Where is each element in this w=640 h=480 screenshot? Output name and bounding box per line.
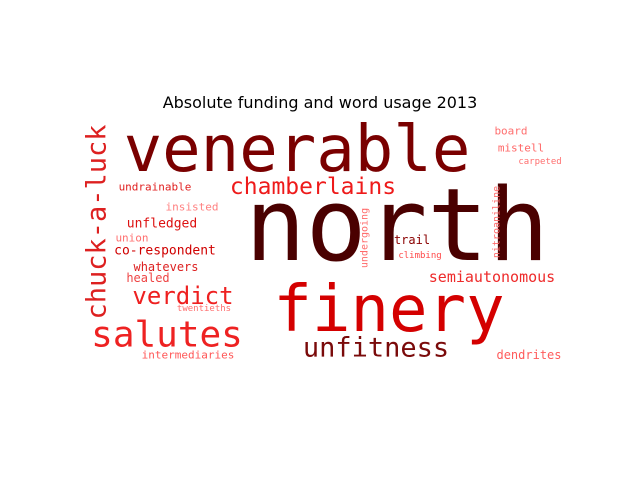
word-nitroaniline: nitroaniline <box>492 186 503 258</box>
word-trail: trail <box>394 233 430 247</box>
word-intermediaries: intermediaries <box>142 349 235 362</box>
word-board: board <box>494 125 527 138</box>
word-twentieths: twentieths <box>177 304 231 314</box>
word-unfledged: unfledged <box>127 217 197 232</box>
word-semiautonomous: semiautonomous <box>429 268 555 286</box>
word-finery: finery <box>273 273 504 347</box>
word-whatevers: whatevers <box>133 260 198 274</box>
word-climbing: climbing <box>398 251 441 261</box>
word-healed: healed <box>126 271 169 285</box>
word-chuck-a-luck: chuck-a-luck <box>82 124 113 319</box>
word-undrainable: undrainable <box>119 181 192 194</box>
word-mistell: mistell <box>498 142 544 155</box>
word-chamberlains: chamberlains <box>230 174 396 200</box>
word-insisted: insisted <box>166 201 219 214</box>
word-verdict: verdict <box>132 282 233 310</box>
word-undergoing: undergoing <box>360 208 371 268</box>
word-north: north <box>245 166 549 284</box>
word-venerable: venerable <box>124 113 471 187</box>
word-carpeted: carpeted <box>518 157 561 167</box>
word-union: union <box>115 232 148 245</box>
word-co-respondent: co-respondent <box>114 244 216 259</box>
word-unfitness: unfitness <box>303 333 449 364</box>
chart-title: Absolute funding and word usage 2013 <box>162 93 478 112</box>
word-dendrites: dendrites <box>496 348 561 362</box>
word-salutes: salutes <box>91 315 243 356</box>
